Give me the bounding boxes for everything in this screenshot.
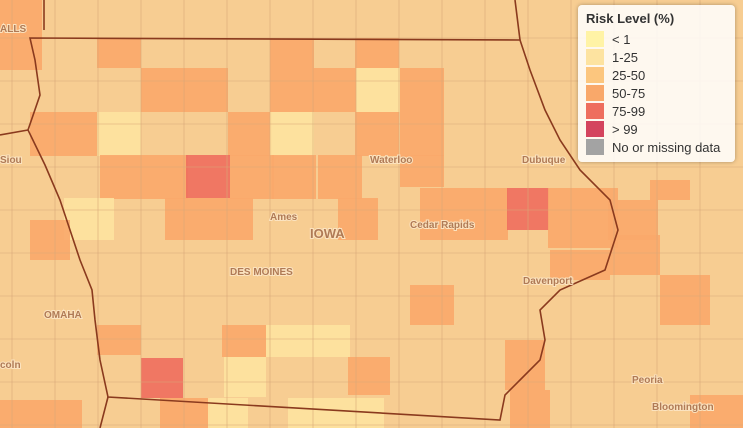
county — [144, 155, 188, 199]
legend-label: 25-50 — [612, 67, 646, 83]
county — [42, 400, 82, 428]
county — [224, 357, 266, 397]
place-label: IOWA — [310, 226, 345, 241]
county — [308, 325, 350, 357]
county — [64, 198, 114, 240]
state-border — [99, 396, 109, 428]
county — [0, 400, 42, 428]
legend-item: < 1 — [586, 30, 727, 48]
place-label: Davenport — [523, 276, 573, 287]
legend-item: 75-99 — [586, 102, 727, 120]
place-label: Peoria — [632, 375, 663, 386]
county — [270, 112, 314, 156]
legend-label: < 1 — [612, 31, 631, 47]
legend-swatch — [586, 121, 604, 137]
legend-label: 1-25 — [612, 49, 639, 65]
county — [141, 358, 183, 398]
county — [228, 112, 272, 156]
county — [410, 285, 454, 325]
place-label: OMAHA — [44, 310, 82, 321]
county — [30, 220, 70, 260]
county — [610, 235, 660, 275]
state-border — [0, 129, 29, 136]
county — [690, 395, 743, 428]
place-label: Siou — [0, 155, 22, 166]
legend-label: > 99 — [612, 121, 638, 137]
county — [400, 68, 444, 112]
county — [222, 325, 266, 357]
legend-label: 75-99 — [612, 103, 646, 119]
county — [186, 155, 230, 198]
county — [660, 275, 710, 325]
legend-label: No or missing data — [612, 139, 721, 155]
legend-label: 50-75 — [612, 85, 646, 101]
county — [288, 398, 328, 428]
legend-item: 50-75 — [586, 84, 727, 102]
county — [97, 325, 141, 355]
county — [400, 155, 444, 187]
legend-item: 25-50 — [586, 66, 727, 84]
legend-item: No or missing data — [586, 138, 727, 156]
county — [272, 155, 316, 199]
county — [230, 155, 274, 199]
legend-title: Risk Level (%) — [586, 11, 675, 26]
county — [400, 112, 444, 156]
legend: Risk Level (%) < 1 1-25 25-50 50-75 75-99 > 9… — [578, 5, 735, 162]
legend-swatch — [586, 49, 604, 65]
legend-swatch — [586, 85, 604, 101]
county — [355, 38, 399, 68]
place-label: coln — [0, 360, 21, 371]
county — [30, 112, 100, 156]
legend-swatch — [586, 139, 604, 155]
county — [338, 198, 378, 240]
place-label: Dubuque — [522, 155, 566, 166]
place-label: Cedar Rapids — [410, 220, 475, 231]
place-label: ALLS — [0, 24, 26, 35]
county — [100, 155, 144, 199]
county — [348, 357, 390, 395]
place-label: Bloomington — [652, 402, 714, 413]
place-label: Waterloo — [370, 155, 412, 166]
county — [510, 390, 550, 428]
county — [355, 112, 399, 156]
county — [97, 38, 141, 68]
county — [356, 68, 400, 112]
legend-swatch — [586, 31, 604, 47]
county — [548, 188, 618, 248]
legend-swatch — [586, 67, 604, 83]
state-border — [514, 0, 521, 41]
county — [266, 325, 308, 357]
place-label: Ames — [270, 212, 298, 223]
legend-item: > 99 — [586, 120, 727, 138]
county — [464, 188, 508, 240]
county — [505, 340, 545, 390]
county — [184, 68, 228, 112]
county — [270, 68, 314, 112]
county — [270, 38, 314, 68]
county — [550, 250, 610, 280]
place-label: DES MOINES — [230, 267, 293, 278]
county — [209, 198, 253, 240]
legend-swatch — [586, 103, 604, 119]
county — [313, 68, 357, 112]
legend-item: 1-25 — [586, 48, 727, 66]
county — [141, 68, 185, 112]
county — [650, 180, 690, 200]
county — [318, 155, 362, 199]
state-border — [27, 37, 619, 421]
county — [165, 198, 209, 240]
county — [97, 112, 141, 156]
